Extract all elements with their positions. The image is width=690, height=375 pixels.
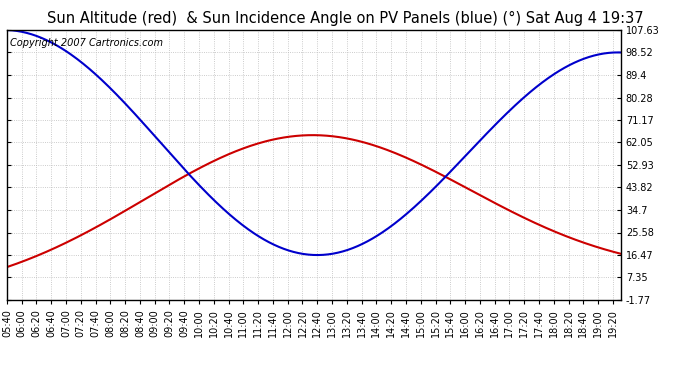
Text: Copyright 2007 Cartronics.com: Copyright 2007 Cartronics.com: [10, 38, 163, 48]
Text: Sun Altitude (red)  & Sun Incidence Angle on PV Panels (blue) (°) Sat Aug 4 19:3: Sun Altitude (red) & Sun Incidence Angle…: [47, 11, 643, 26]
